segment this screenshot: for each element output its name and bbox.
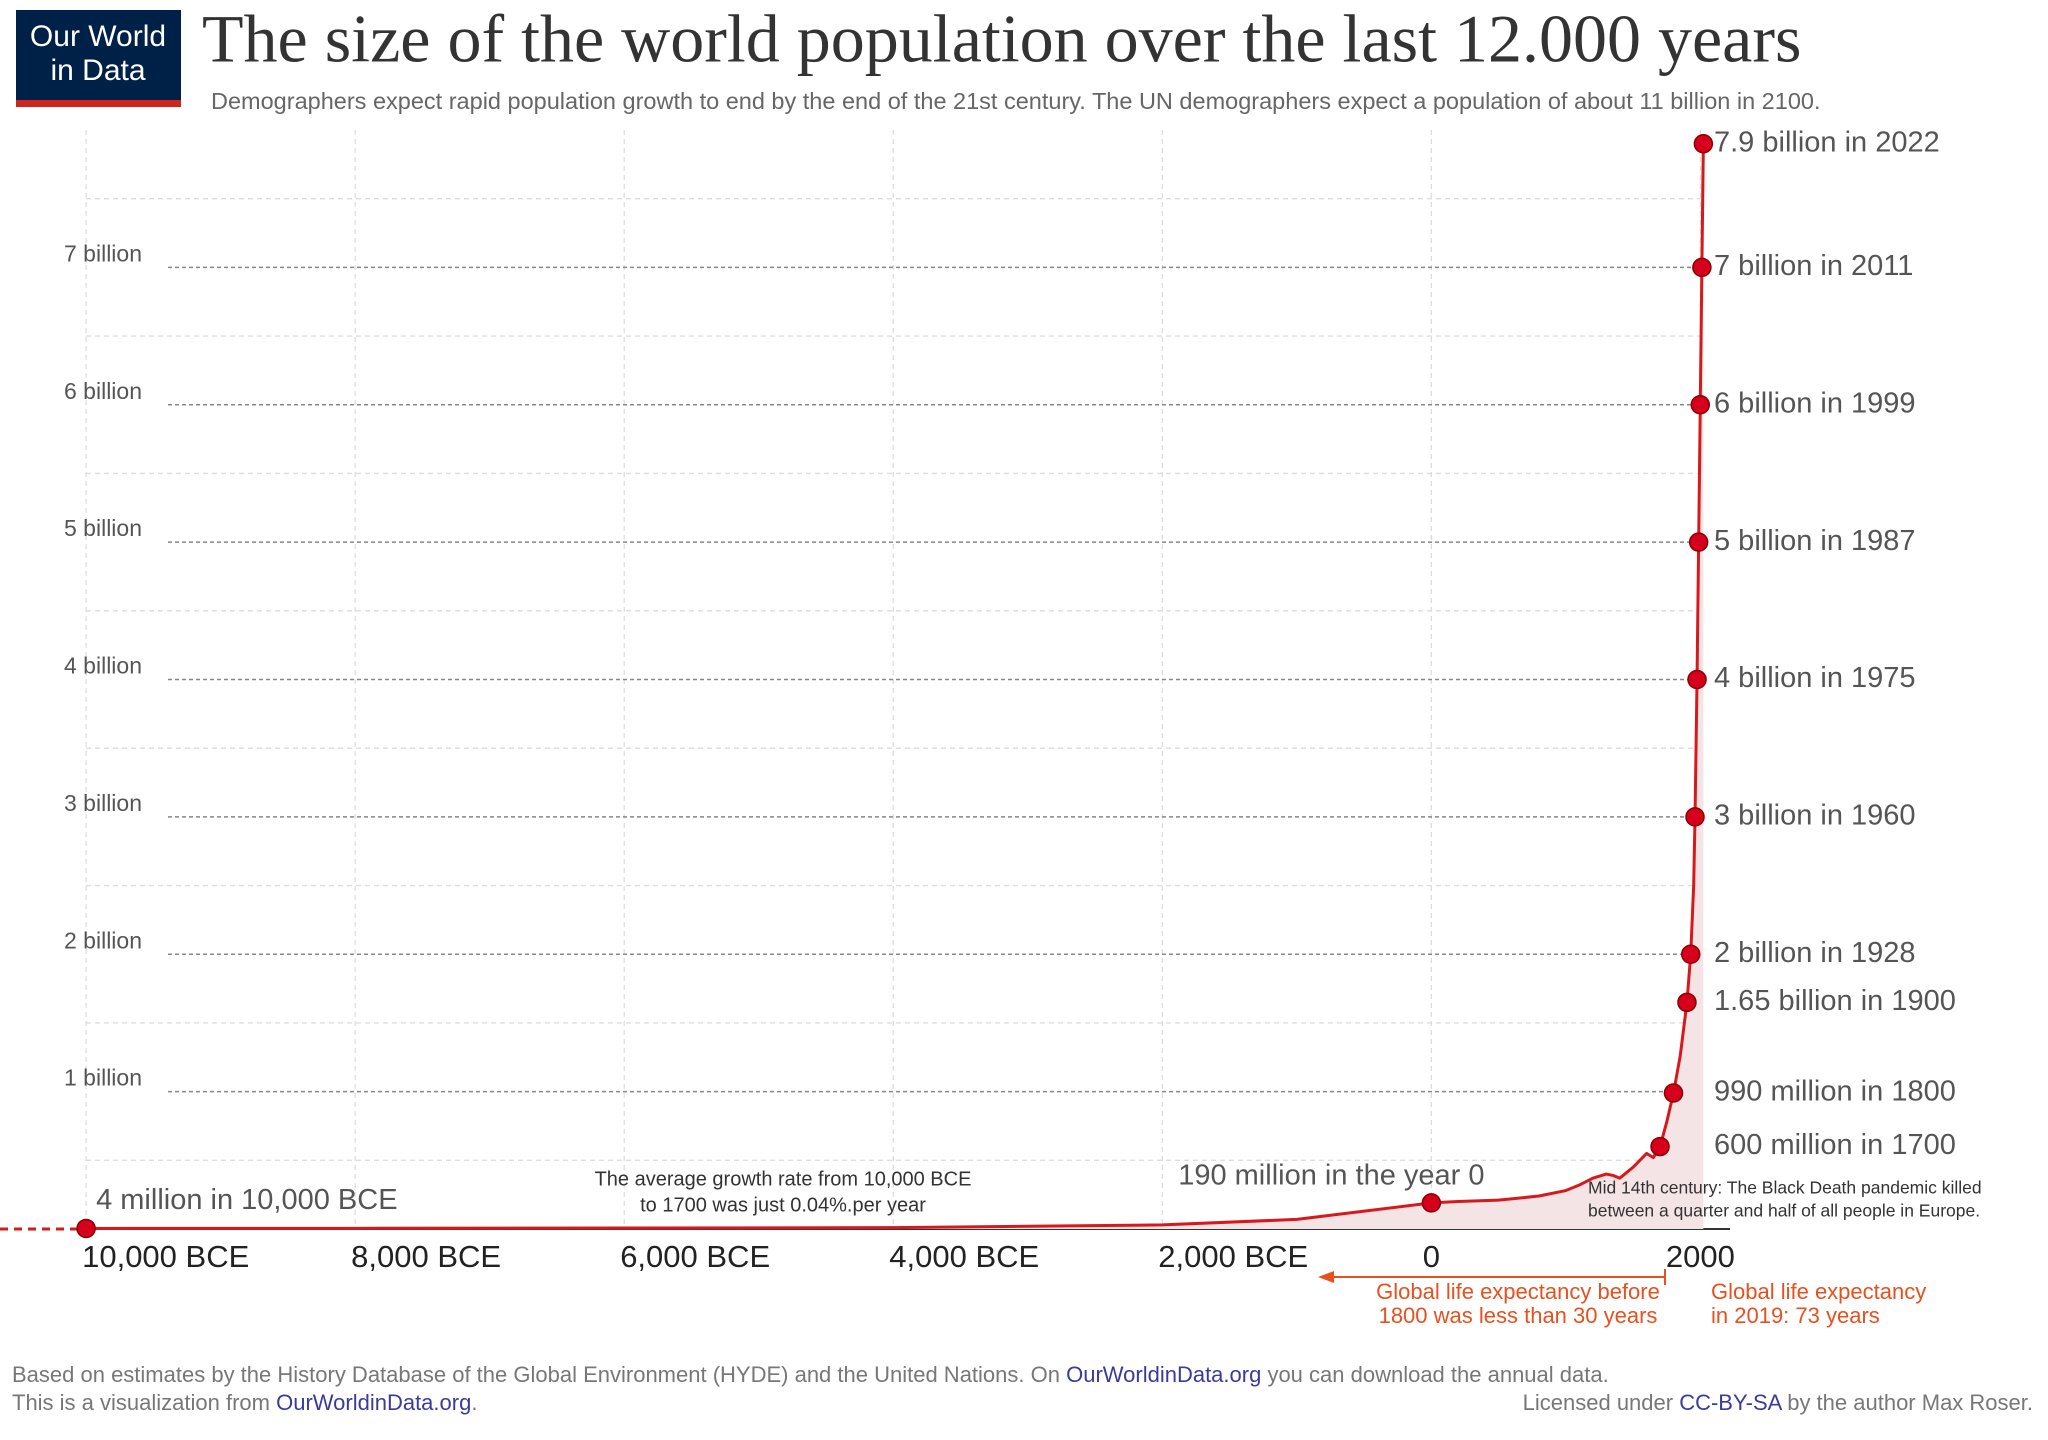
y-tick-label: 2 billion bbox=[64, 927, 142, 953]
annotation: The average growth rate from 10,000 BCE bbox=[595, 1168, 972, 1190]
point bbox=[1650, 1136, 1670, 1157]
x-tick-label: 2000 bbox=[1666, 1239, 1735, 1274]
point bbox=[1663, 1083, 1684, 1103]
footer-link[interactable]: CC-BY-SA bbox=[1679, 1390, 1782, 1415]
footer: Based on estimates by the History Databa… bbox=[12, 1362, 2033, 1415]
footer-text: . bbox=[471, 1390, 477, 1415]
footer-text: you can download the annual data. bbox=[1261, 1362, 1608, 1387]
point-label: 7 billion in 2011 bbox=[1714, 250, 1913, 282]
y-tick-label: 5 billion bbox=[64, 515, 142, 541]
point bbox=[1687, 669, 1707, 690]
logo-text: in Data bbox=[50, 54, 145, 87]
point bbox=[1421, 1193, 1442, 1213]
logo-box bbox=[16, 10, 181, 100]
plot: 1 billion 2 billion 3 billion 4 billion 5 bi… bbox=[64, 126, 1956, 1274]
point-label: 190 million in the year 0 bbox=[1178, 1160, 1484, 1192]
annotation: Global life expectancy bbox=[1711, 1279, 1926, 1304]
point-label: 5 billion in 1987 bbox=[1714, 525, 1916, 557]
y-tick-label: 4 billion bbox=[64, 653, 142, 679]
point-label: 1.65 billion in 1900 bbox=[1714, 985, 1956, 1017]
footer-link[interactable]: OurWorldinData.org bbox=[1066, 1362, 1261, 1387]
logo-bar bbox=[16, 100, 181, 107]
point bbox=[1692, 257, 1712, 278]
x-tick-label: 4,000 BCE bbox=[889, 1239, 1039, 1274]
logo: Our World in Data bbox=[16, 10, 181, 107]
point bbox=[1677, 992, 1697, 1013]
x-tick-label: 0 bbox=[1423, 1239, 1440, 1274]
footer-text: This is a visualization from OurWorldinD… bbox=[12, 1390, 477, 1415]
arrow-head bbox=[1318, 1271, 1334, 1283]
point-label: 3 billion in 1960 bbox=[1714, 800, 1916, 832]
footer-text: Based on estimates by the History Databa… bbox=[12, 1362, 1609, 1387]
point bbox=[1693, 133, 1714, 154]
point-label: 990 million in 1800 bbox=[1714, 1076, 1956, 1108]
x-tick-label: 6,000 BCE bbox=[620, 1239, 770, 1274]
logo-text: Our World bbox=[30, 20, 166, 53]
point-label: 4 billion in 1975 bbox=[1714, 662, 1916, 694]
x-tick-label: 10,000 BCE bbox=[82, 1239, 249, 1274]
point bbox=[1680, 944, 1701, 964]
footer-text: by the author Max Roser. bbox=[1781, 1390, 2033, 1415]
chart-title: The size of the world population over th… bbox=[202, 1, 1801, 77]
chart-subtitle: Demographers expect rapid population gro… bbox=[211, 88, 1821, 114]
area bbox=[86, 143, 1704, 1229]
point bbox=[76, 1218, 96, 1239]
y-tick-label: 6 billion bbox=[64, 378, 142, 404]
point bbox=[1690, 395, 1711, 415]
x-tick-label: 8,000 BCE bbox=[351, 1239, 501, 1274]
y-tick-label: 1 billion bbox=[64, 1065, 142, 1091]
footer-text: Licensed under CC-BY-SA by the author Ma… bbox=[1523, 1390, 2033, 1415]
footer-link[interactable]: OurWorldinData.org bbox=[276, 1390, 471, 1415]
footer-text: This is a visualization from bbox=[12, 1390, 276, 1415]
x-tick-label: 2,000 BCE bbox=[1158, 1239, 1308, 1274]
annotation: 1800 was less than 30 years bbox=[1379, 1303, 1658, 1328]
point-label: 4 million in 10,000 BCE bbox=[96, 1184, 397, 1216]
footer-text: Licensed under bbox=[1523, 1390, 1680, 1415]
point bbox=[1688, 532, 1709, 552]
point-label: 6 billion in 1999 bbox=[1714, 387, 1916, 419]
point-label: 7.9 billion in 2022 bbox=[1714, 126, 1940, 158]
annotation: to 1700 was just 0.04%.per year bbox=[640, 1194, 926, 1216]
line bbox=[86, 143, 1705, 1230]
annotation: Global life expectancy before bbox=[1376, 1279, 1660, 1304]
annotation: in 2019: 73 years bbox=[1711, 1303, 1880, 1328]
y-tick-label: 7 billion bbox=[64, 240, 142, 266]
point-label: 2 billion in 1928 bbox=[1714, 937, 1916, 969]
point-label: 600 million in 1700 bbox=[1714, 1129, 1956, 1161]
annotations: The average growth rate from 10,000 BCE … bbox=[595, 1168, 1982, 1328]
annotation: between a quarter and half of all people… bbox=[1588, 1201, 1980, 1221]
annotation: Mid 14th century: The Black Death pandem… bbox=[1588, 1178, 1982, 1198]
y-tick-label: 3 billion bbox=[64, 790, 142, 816]
footer-text: Based on estimates by the History Databa… bbox=[12, 1362, 1066, 1387]
point bbox=[1685, 807, 1705, 827]
